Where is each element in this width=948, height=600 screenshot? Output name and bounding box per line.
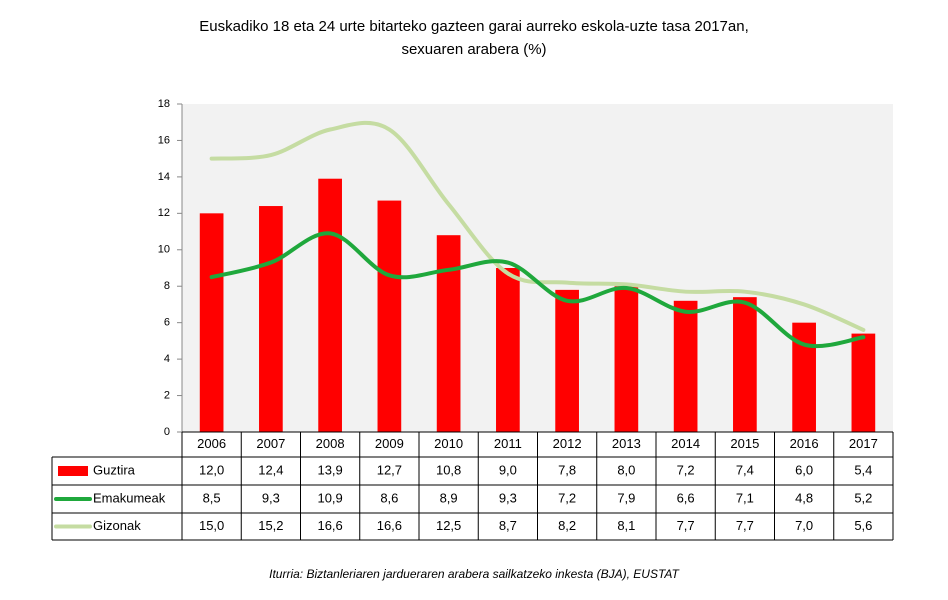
table-cell: 5,6 bbox=[854, 518, 872, 533]
source-note: Iturria: Biztanleriaren jardueraren arab… bbox=[269, 567, 680, 581]
y-tick-label: 12 bbox=[158, 207, 170, 219]
y-tick-label: 16 bbox=[158, 134, 170, 146]
table-cell: 5,2 bbox=[854, 490, 872, 505]
legend-label: Gizonak bbox=[93, 518, 141, 533]
table-cell: 7,8 bbox=[558, 462, 576, 477]
legend-label: Emakumeak bbox=[93, 490, 166, 505]
bar bbox=[555, 289, 579, 432]
x-tick-label: 2016 bbox=[790, 436, 819, 451]
table-cell: 10,8 bbox=[436, 462, 461, 477]
y-tick-label: 18 bbox=[158, 98, 170, 110]
table-cell: 8,0 bbox=[617, 462, 635, 477]
bar bbox=[792, 322, 816, 432]
y-tick-label: 8 bbox=[164, 280, 170, 292]
y-tick-label: 0 bbox=[164, 426, 170, 438]
bar bbox=[436, 235, 461, 432]
table-cell: 12,0 bbox=[199, 462, 224, 477]
x-tick-label: 2014 bbox=[671, 436, 700, 451]
x-tick-label: 2007 bbox=[256, 436, 285, 451]
bar bbox=[377, 200, 402, 432]
x-tick-label: 2011 bbox=[494, 436, 522, 451]
legend-label: Guztira bbox=[93, 462, 136, 477]
chart-title: Euskadiko 18 eta 24 urte bitarteko gazte… bbox=[199, 18, 749, 35]
table-cell: 5,4 bbox=[854, 462, 872, 477]
table-cell: 15,0 bbox=[199, 518, 224, 533]
table-cell: 7,2 bbox=[677, 462, 695, 477]
x-tick-label: 2013 bbox=[612, 436, 641, 451]
table-cell: 8,2 bbox=[558, 518, 576, 533]
bar bbox=[733, 297, 757, 432]
line bbox=[209, 231, 866, 348]
x-tick-label: 2015 bbox=[730, 436, 759, 451]
legend-key bbox=[58, 466, 88, 476]
x-tick-label: 2012 bbox=[553, 436, 582, 451]
x-tick-label: 2009 bbox=[375, 436, 404, 451]
table-cell: 8,9 bbox=[440, 490, 458, 505]
table-cell: 6,0 bbox=[795, 462, 813, 477]
table-cell: 7,1 bbox=[736, 490, 754, 505]
table-cell: 8,6 bbox=[380, 490, 398, 505]
table-cell: 7,4 bbox=[736, 462, 754, 477]
table-cell: 8,7 bbox=[499, 518, 517, 533]
table-cell: 9,0 bbox=[499, 462, 517, 477]
bar bbox=[496, 268, 520, 432]
line bbox=[209, 120, 866, 332]
y-tick-label: 6 bbox=[164, 317, 170, 329]
table-cell: 9,3 bbox=[499, 490, 517, 505]
table-cell: 8,1 bbox=[617, 518, 635, 533]
table-cell: 16,6 bbox=[377, 518, 402, 533]
table-cell: 13,9 bbox=[317, 462, 342, 477]
y-tick-label: 4 bbox=[164, 353, 170, 365]
x-tick-label: 2017 bbox=[849, 436, 878, 451]
table-cell: 6,6 bbox=[677, 490, 695, 505]
table-cell: 10,9 bbox=[317, 490, 342, 505]
table-cell: 7,7 bbox=[736, 518, 754, 533]
x-tick-label: 2008 bbox=[316, 436, 345, 451]
y-tick-label: 14 bbox=[158, 171, 170, 183]
bar bbox=[673, 300, 698, 432]
plot-area bbox=[182, 104, 893, 432]
bar bbox=[851, 333, 876, 432]
table-cell: 7,0 bbox=[795, 518, 813, 533]
bar bbox=[259, 206, 283, 432]
table-cell: 12,7 bbox=[377, 462, 402, 477]
x-tick-label: 2010 bbox=[434, 436, 463, 451]
x-tick-label: 2006 bbox=[197, 436, 226, 451]
y-tick-label: 2 bbox=[164, 389, 170, 401]
table-cell: 4,8 bbox=[795, 490, 813, 505]
table-cell: 7,9 bbox=[617, 490, 635, 505]
chart-title: sexuaren arabera (%) bbox=[401, 41, 546, 58]
table-cell: 12,5 bbox=[436, 518, 461, 533]
table-cell: 9,3 bbox=[262, 490, 280, 505]
y-tick-label: 10 bbox=[158, 244, 170, 256]
table-cell: 12,4 bbox=[258, 462, 283, 477]
table-cell: 16,6 bbox=[317, 518, 342, 533]
table-cell: 8,5 bbox=[203, 490, 221, 505]
bar bbox=[318, 178, 342, 432]
bar bbox=[199, 213, 224, 432]
bar bbox=[614, 286, 639, 432]
table-cell: 15,2 bbox=[258, 518, 283, 533]
table-cell: 7,2 bbox=[558, 490, 576, 505]
table-cell: 7,7 bbox=[677, 518, 695, 533]
